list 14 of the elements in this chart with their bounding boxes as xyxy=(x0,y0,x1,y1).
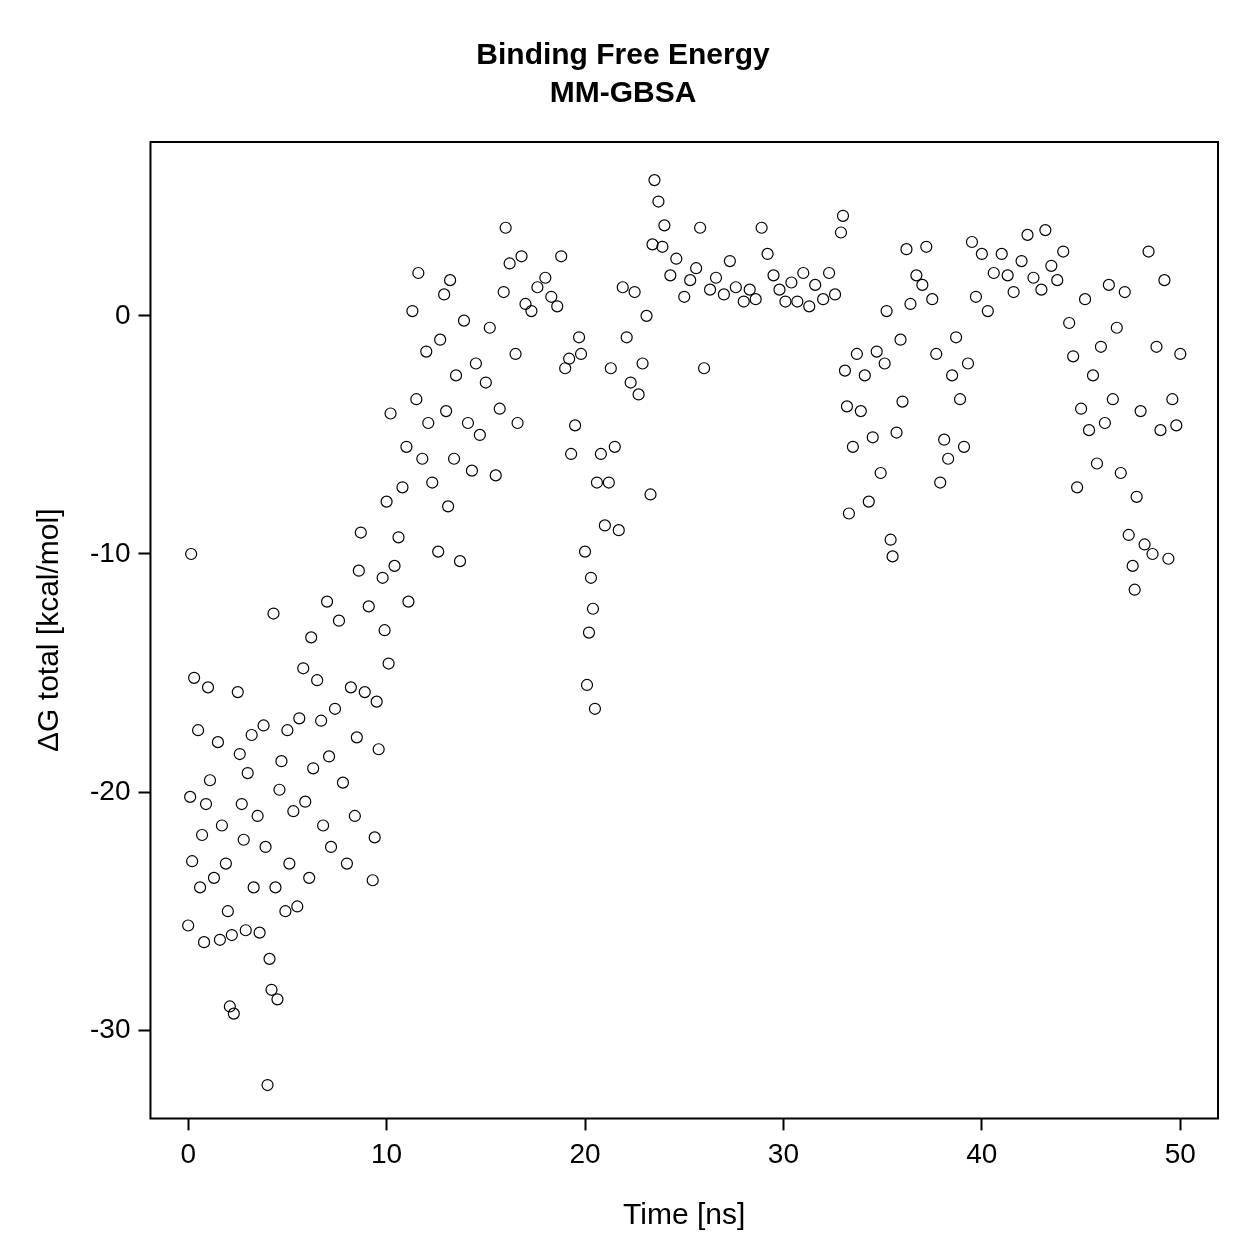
y-tick-label: 0 xyxy=(114,298,131,330)
x-tick-label: 20 xyxy=(569,1137,601,1169)
x-tick-label: 10 xyxy=(371,1137,403,1169)
chart-title: Binding Free Energy xyxy=(476,37,770,71)
chart-subtitle: MM-GBSA xyxy=(549,75,697,109)
y-tick-label: -10 xyxy=(90,536,131,568)
x-tick-label: 50 xyxy=(1164,1137,1196,1169)
y-tick-label: -20 xyxy=(90,774,131,806)
x-axis-title: Time [ns] xyxy=(623,1197,746,1231)
x-tick-label: 0 xyxy=(180,1137,196,1169)
y-tick-label: -30 xyxy=(90,1013,131,1044)
y-axis-title: ΔG total [kcal/mol] xyxy=(31,508,65,752)
x-tick-label: 40 xyxy=(966,1137,998,1169)
x-tick-label: 30 xyxy=(767,1137,800,1169)
